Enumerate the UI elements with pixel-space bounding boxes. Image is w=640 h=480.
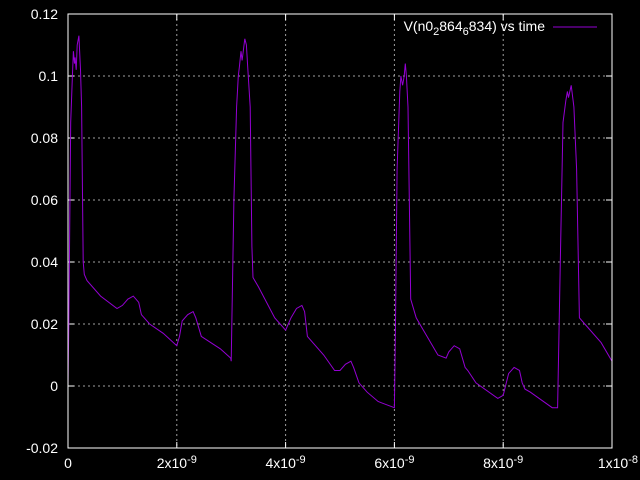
legend: V(n028646834) vs time bbox=[404, 18, 597, 38]
x-tick-label: 6x10-9 bbox=[374, 454, 414, 471]
y-tick-label: 0.04 bbox=[31, 254, 58, 270]
x-tick-label: 0 bbox=[64, 455, 72, 471]
series-line bbox=[67, 35, 613, 409]
x-axis-ticks: 0 2x10-9 4x10-9 6x10-9 8x10-9 1x10-8 bbox=[64, 14, 638, 471]
x-tick-label: 4x10-9 bbox=[266, 454, 306, 471]
x-tick-label: 1x10-8 bbox=[598, 454, 638, 471]
x-tick-label: 8x10-9 bbox=[483, 454, 523, 471]
y-tick-label: 0.06 bbox=[31, 192, 58, 208]
y-tick-label: 0.1 bbox=[39, 68, 59, 84]
y-tick-label: 0.08 bbox=[31, 130, 58, 146]
x-tick-label: 2x10-9 bbox=[157, 454, 197, 471]
series-layer bbox=[67, 35, 613, 409]
y-tick-label: 0 bbox=[50, 378, 58, 394]
y-tick-label: 0.12 bbox=[31, 6, 58, 22]
y-axis-ticks: -0.02 0 0.02 0.04 0.06 0.08 0.1 0.12 bbox=[26, 6, 612, 456]
grid-lines bbox=[68, 14, 612, 448]
y-tick-label: -0.02 bbox=[26, 440, 58, 456]
legend-label: V(n028646834) vs time bbox=[404, 18, 546, 38]
plot-frame bbox=[67, 13, 613, 449]
y-tick-label: 0.02 bbox=[31, 316, 58, 332]
